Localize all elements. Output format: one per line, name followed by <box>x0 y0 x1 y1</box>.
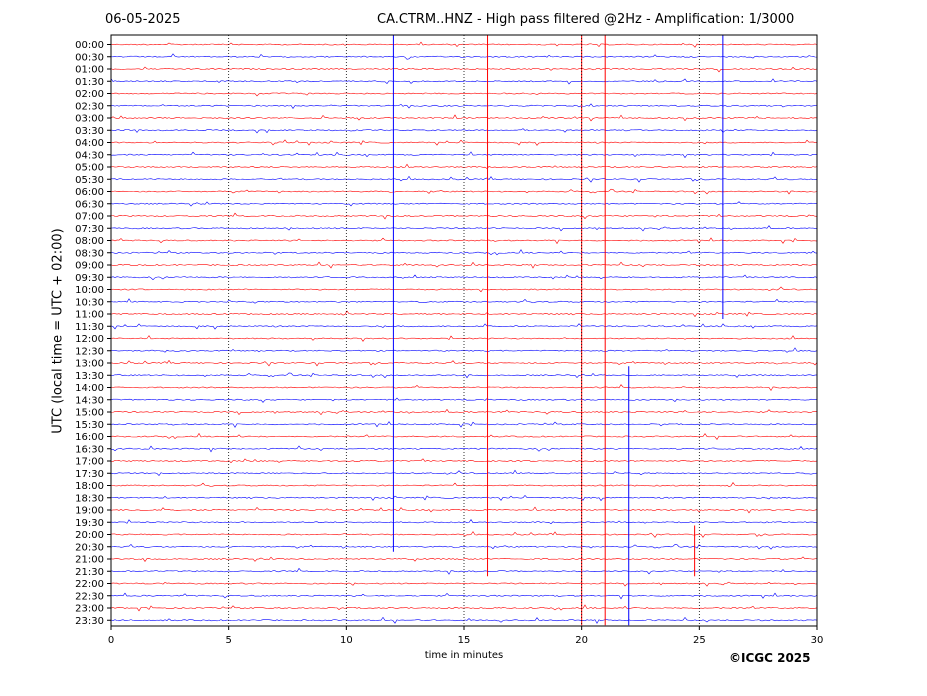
trace-row <box>110 531 818 538</box>
y-tick-label: 07:30 <box>75 224 104 235</box>
y-tick-label: 17:30 <box>75 469 104 480</box>
y-tick-label: 11:00 <box>75 310 104 321</box>
y-tick-label: 13:30 <box>75 371 104 382</box>
trace-row <box>110 397 818 403</box>
y-tick-label: 01:00 <box>75 65 104 76</box>
y-tick-label: 04:00 <box>75 138 104 149</box>
y-tick-label: 00:30 <box>75 52 104 63</box>
y-tick-label: 17:00 <box>75 457 104 468</box>
trace-row <box>110 274 818 281</box>
y-tick-label: 02:00 <box>75 89 104 100</box>
trace-row <box>110 286 818 293</box>
trace-row <box>110 519 818 525</box>
x-tick-label: 5 <box>225 635 231 646</box>
x-tick-label: 10 <box>340 635 353 646</box>
copyright-label: ©ICGC 2025 <box>729 651 811 665</box>
chart-title: CA.CTRM..HNZ - High pass filtered @2Hz -… <box>377 12 795 27</box>
y-tick-label: 09:00 <box>75 261 104 272</box>
trace-row <box>110 544 818 550</box>
y-tick-label: 00:00 <box>75 40 104 51</box>
y-tick-label: 21:30 <box>75 567 104 578</box>
y-tick-label: 12:30 <box>75 346 104 357</box>
trace-row <box>110 458 818 464</box>
y-tick-label: 16:30 <box>75 444 104 455</box>
y-tick-label: 07:00 <box>75 212 104 223</box>
trace-row <box>110 495 818 502</box>
trace-row <box>110 567 818 575</box>
y-tick-label: 12:00 <box>75 334 104 345</box>
y-tick-label: 23:30 <box>75 616 104 627</box>
trace-row <box>110 469 818 476</box>
trace-row <box>110 114 818 122</box>
y-tick-label: 11:30 <box>75 322 104 333</box>
trace-row <box>110 482 818 487</box>
y-tick-label: 04:30 <box>75 150 104 161</box>
y-tick-label: 20:30 <box>75 542 104 553</box>
x-axis-label: time in minutes <box>424 650 504 661</box>
y-tick-label: 15:00 <box>75 408 104 419</box>
y-tick-label: 23:00 <box>75 604 104 615</box>
trace-row <box>110 372 818 379</box>
y-tick-label: 06:30 <box>75 199 104 210</box>
trace-row <box>110 261 818 269</box>
y-tick-label: 16:00 <box>75 432 104 443</box>
y-tick-label: 14:00 <box>75 383 104 394</box>
trace-row <box>110 103 818 109</box>
x-tick-label: 20 <box>575 635 588 646</box>
trace-row <box>110 506 818 514</box>
y-tick-label: 21:00 <box>75 555 104 566</box>
date-label: 06-05-2025 <box>105 12 181 27</box>
trace-row <box>110 139 818 146</box>
x-tick-label: 25 <box>693 635 706 646</box>
trace-layer <box>110 41 818 624</box>
trace-row <box>110 592 818 600</box>
trace-row <box>110 408 818 416</box>
y-tick-label: 18:30 <box>75 493 104 504</box>
y-tick-label: 02:30 <box>75 101 104 112</box>
y-tick-label: 03:00 <box>75 114 104 125</box>
y-tick-label: 18:00 <box>75 481 104 492</box>
y-tick-label: 20:00 <box>75 530 104 541</box>
y-tick-label: 05:30 <box>75 175 104 186</box>
y-tick-label: 22:30 <box>75 591 104 602</box>
vertical-grid <box>228 35 700 626</box>
y-tick-label: 19:00 <box>75 506 104 517</box>
plot-frame <box>110 34 818 627</box>
trace-row <box>110 249 818 256</box>
trace-row <box>110 151 818 159</box>
trace-row <box>110 92 818 97</box>
event-layer <box>392 35 724 626</box>
trace-row <box>110 201 818 207</box>
trace-row <box>110 310 818 318</box>
y-tick-label: 08:00 <box>75 236 104 247</box>
y-tick-label: 19:30 <box>75 518 104 529</box>
trace-row <box>110 581 818 587</box>
x-tick-layer: 0 5 10 15 20 25 30 <box>108 626 824 646</box>
y-tick-label: 05:00 <box>75 163 104 174</box>
y-tick-label: 03:30 <box>75 126 104 137</box>
y-tick-label: 10:30 <box>75 297 104 308</box>
y-tick-label: 13:00 <box>75 359 104 370</box>
trace-row <box>110 421 818 428</box>
trace-row <box>110 432 818 440</box>
y-tick-label: 22:00 <box>75 579 104 590</box>
trace-row <box>110 556 818 562</box>
trace-row <box>110 225 818 232</box>
y-tick-label: 06:00 <box>75 187 104 198</box>
x-tick-label: 15 <box>458 635 471 646</box>
y-tick-label: 08:30 <box>75 248 104 259</box>
trace-row <box>110 384 818 392</box>
x-tick-label: 30 <box>811 635 824 646</box>
y-tick-label: 14:30 <box>75 395 104 406</box>
y-tick-label: 01:30 <box>75 77 104 88</box>
y-tick-label: 09:30 <box>75 273 104 284</box>
trace-row <box>110 445 818 453</box>
y-tick-label: 15:30 <box>75 420 104 431</box>
y-tick-label: 10:00 <box>75 285 104 296</box>
trace-row <box>110 128 818 134</box>
x-tick-label: 0 <box>108 635 114 646</box>
